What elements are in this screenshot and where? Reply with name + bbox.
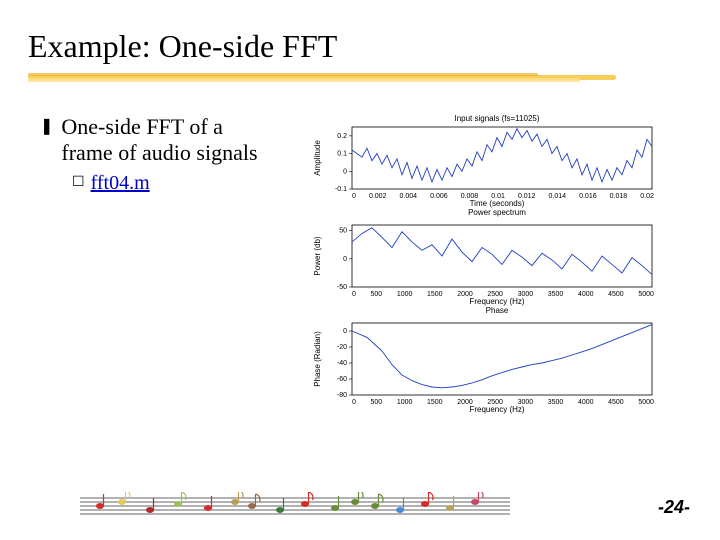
page-title: Example: One-side FFT (28, 28, 720, 65)
chart-title: Input signals (fs=11025) (312, 114, 682, 123)
chart-1: Power (db)-50050050010001500200025003000… (312, 221, 682, 315)
svg-text:0.2: 0.2 (337, 133, 347, 140)
chart-xlabel: Frequency (Hz) (312, 405, 682, 414)
svg-text:-80: -80 (337, 392, 347, 399)
svg-text:0: 0 (343, 256, 347, 263)
svg-text:-60: -60 (337, 376, 347, 383)
bullet-icon: ❚ (40, 114, 53, 140)
page-number: -24- (658, 497, 690, 518)
chart-title: Power spectrum (312, 208, 682, 217)
chart-title: Phase (312, 306, 682, 315)
text-column: ❚ One-side FFT of a frame of audio signa… (40, 114, 300, 414)
svg-text:Phase (Radian): Phase (Radian) (313, 331, 322, 387)
svg-text:Power (db): Power (db) (313, 236, 322, 275)
chart-2: Phase (Radian)-80-60-40-2000500100015002… (312, 319, 682, 414)
bullet-text-line2: frame of audio signals (61, 140, 257, 166)
music-staff-decoration (80, 492, 510, 522)
svg-text:0: 0 (343, 168, 347, 175)
chart-xlabel: Frequency (Hz) (312, 297, 682, 306)
svg-text:Amplitude: Amplitude (313, 140, 322, 176)
svg-text:0.1: 0.1 (337, 151, 347, 158)
svg-text:0: 0 (343, 328, 347, 335)
file-link[interactable]: fft04.m (91, 172, 150, 194)
svg-text:-20: -20 (337, 344, 347, 351)
charts-column: Input signals (fs=11025) Amplitude -0.1 0 0.… (312, 114, 682, 414)
chart-xlabel: Time (seconds) (312, 199, 682, 208)
svg-text:-40: -40 (337, 360, 347, 367)
chart-0: Input signals (fs=11025) Amplitude -0.1 0 0.… (312, 114, 682, 217)
title-underline (28, 71, 628, 85)
bullet-text-line1: One-side FFT of a (61, 114, 257, 140)
svg-text:-0.1: -0.1 (335, 186, 347, 193)
svg-text:50: 50 (339, 228, 347, 235)
sub-bullet-icon: ☐ (72, 172, 85, 194)
svg-text:-50: -50 (337, 284, 347, 291)
